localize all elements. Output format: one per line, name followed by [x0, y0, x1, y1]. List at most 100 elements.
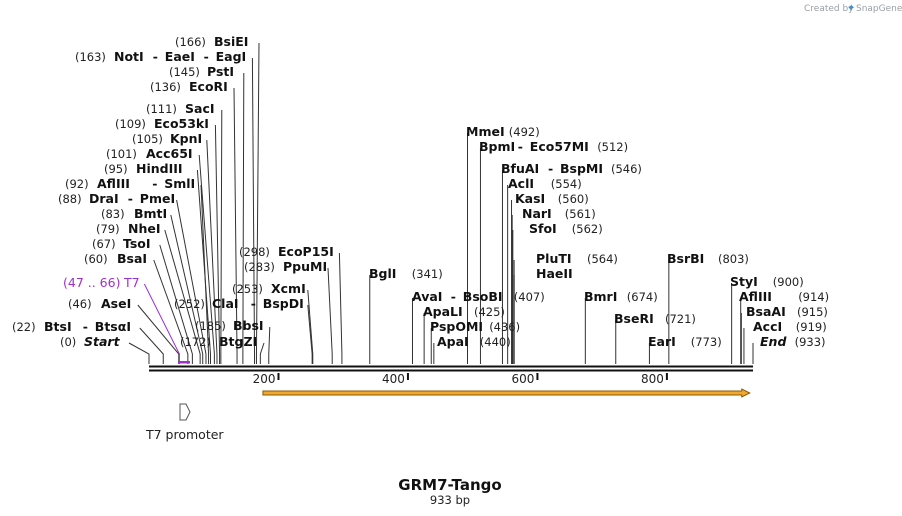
site-name: ApaLI: [423, 304, 463, 319]
site-pspomi[interactable]: PspOMI (436): [430, 319, 520, 334]
site-separator: -: [204, 49, 209, 64]
site-position: (95): [104, 162, 128, 176]
site-leader: [159, 244, 193, 364]
site-bsaai[interactable]: BsaAI (915): [746, 304, 828, 319]
site-position: (111): [146, 102, 177, 116]
site-position: (436): [489, 320, 520, 334]
site-ppumi[interactable]: (283) PpuMI: [244, 259, 327, 274]
site-sfoi[interactable]: SfoI (562): [529, 221, 603, 236]
site-saci[interactable]: (111) SacI: [146, 101, 215, 116]
site-name: Acc65I: [146, 146, 193, 161]
site-t7[interactable]: (47 .. 66) T7: [63, 275, 140, 290]
site-position: (253): [232, 282, 263, 296]
site-position: (92): [65, 177, 89, 191]
site-name: BsiEI: [214, 34, 248, 49]
t7-promoter-feature[interactable]: T7 promoter: [145, 403, 224, 442]
site-bmri[interactable]: BmrI (674): [584, 289, 658, 304]
promoter-arrow-icon[interactable]: [179, 403, 191, 421]
site-alt-name: BsoBI: [463, 289, 503, 304]
site-mmei[interactable]: MmeI (492): [466, 124, 540, 139]
site-position: (283): [244, 260, 275, 274]
site-ecori[interactable]: (136) EcoRI: [150, 79, 228, 94]
site-position: (803): [718, 252, 749, 266]
ruler: 200 400 600 800: [253, 372, 668, 386]
site-position: (546): [611, 162, 642, 176]
site-kasi[interactable]: KasI (560): [515, 191, 589, 206]
site-kpni[interactable]: (105) KpnI: [132, 131, 202, 146]
ruler-tick-label: 800: [641, 372, 664, 386]
site-labels: (0) Start(22) BtsI - BtsαI (46) AseI (47 .. 66)…: [12, 34, 829, 349]
site-haeii[interactable]: HaeII: [536, 266, 573, 281]
site-name: BsrBI: [667, 251, 704, 266]
site-avai[interactable]: AvaI - BsoBI (407): [412, 289, 545, 304]
site-ecop15i[interactable]: (298) EcoP15I: [239, 244, 334, 259]
site-leader: [233, 87, 238, 364]
site-position: (252): [174, 297, 205, 311]
site-position: (440): [480, 335, 511, 349]
site-name: StyI: [730, 274, 758, 289]
orf-arrow-icon[interactable]: [262, 388, 751, 398]
site-nhei[interactable]: (79) NheI: [96, 221, 161, 236]
site-nari[interactable]: NarI (561): [522, 206, 596, 221]
site-xcmi[interactable]: (253) XcmI: [232, 281, 306, 296]
site-eari[interactable]: EarI (773): [648, 334, 722, 349]
site-styi[interactable]: StyI (900): [730, 274, 804, 289]
site-afliii[interactable]: AflIII (914): [739, 289, 829, 304]
site-eco53ki[interactable]: (109) Eco53kI: [115, 116, 209, 131]
site-start[interactable]: (0) Start: [60, 334, 121, 349]
site-leader: [251, 57, 256, 364]
site-psti[interactable]: (145) PstI: [169, 64, 234, 79]
site-bsiei[interactable]: (166) BsiEI: [175, 34, 248, 49]
site-noti[interactable]: (163) NotI - EaeI - EagI: [75, 49, 246, 64]
site-name: AvaI: [412, 289, 442, 304]
site-name: Eco53kI: [154, 116, 209, 131]
site-name: BpmI: [479, 139, 515, 154]
site-position: (773): [691, 335, 722, 349]
site-leader: [307, 304, 313, 364]
site-bbsi[interactable]: (185) BbsI: [195, 318, 264, 333]
site-pluti[interactable]: PluTI (564): [536, 251, 618, 266]
site-btsi[interactable]: (22) BtsI - BtsαI: [12, 319, 131, 334]
site-bseri[interactable]: BseRI (721): [614, 311, 696, 326]
site-position: (79): [96, 222, 120, 236]
site-acci[interactable]: AccI (919): [753, 319, 827, 334]
site-position: (721): [665, 312, 696, 326]
site-asei[interactable]: (46) AseI: [68, 296, 131, 311]
site-name: HaeII: [536, 266, 573, 281]
site-bmti[interactable]: (83) BmtI: [101, 206, 167, 221]
site-position: (933): [795, 335, 826, 349]
site-btgzi[interactable]: (172) BtgZI: [180, 334, 257, 349]
site-name: NheI: [128, 221, 161, 236]
site-bsrbi[interactable]: BsrBI (803): [667, 251, 749, 266]
site-tsoi[interactable]: (67) TsoI: [92, 236, 151, 251]
site-position: (172): [180, 335, 211, 349]
site-leader: [338, 252, 343, 364]
site-apali[interactable]: ApaLI (425): [423, 304, 505, 319]
site-end[interactable]: End (933): [760, 334, 826, 349]
snapgene-logo-icon: ✦: [847, 3, 855, 14]
site-leader-lines: [128, 42, 754, 364]
site-afliii[interactable]: (92) AflIII - SmlI: [65, 176, 195, 191]
site-drai[interactable]: (88) DraI - PmeI: [58, 191, 175, 206]
t7-primer-bar[interactable]: [178, 361, 190, 364]
site-clai[interactable]: (252) ClaI - BspDI: [174, 296, 304, 311]
site-acc65i[interactable]: (101) Acc65I: [106, 146, 193, 161]
site-position: (674): [627, 290, 658, 304]
orf-feature[interactable]: [262, 388, 751, 398]
site-bfuai[interactable]: BfuAI - BspMI (546): [501, 161, 642, 176]
site-hindiii[interactable]: (95) HindIII: [104, 161, 183, 176]
site-position: (88): [58, 192, 82, 206]
site-position: (341): [412, 267, 443, 281]
site-apai[interactable]: ApaI (440): [437, 334, 511, 349]
site-name: Start: [84, 334, 121, 349]
site-acli[interactable]: AclI (554): [508, 176, 582, 191]
site-position: (919): [796, 320, 827, 334]
site-bsai[interactable]: (60) BsaI: [84, 251, 147, 266]
site-bgli[interactable]: BglI (341): [369, 266, 443, 281]
site-alt-name: BspMI: [560, 161, 603, 176]
site-bpmi[interactable]: BpmI - Eco57MI (512): [479, 139, 628, 154]
site-alt-name: Eco57MI: [530, 139, 589, 154]
site-position: (163): [75, 50, 106, 64]
site-name: BseRI: [614, 311, 654, 326]
